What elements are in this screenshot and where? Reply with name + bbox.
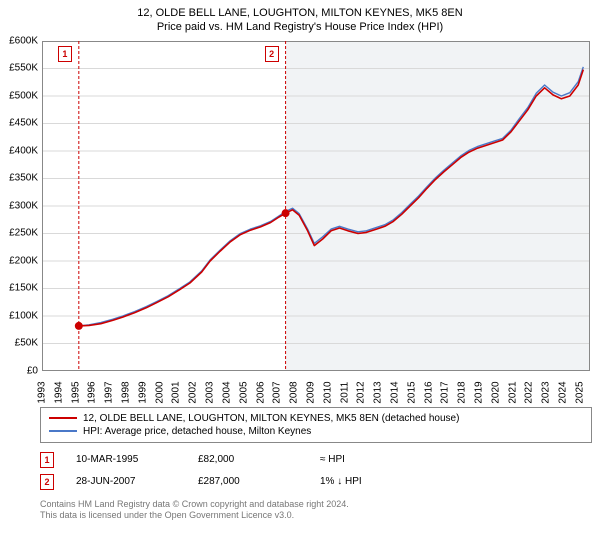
callout-price-1: £82,000 [198, 454, 298, 465]
x-tick-label: 1998 [121, 381, 132, 403]
chart-title-address: 12, OLDE BELL LANE, LOUGHTON, MILTON KEY… [0, 6, 600, 20]
x-tick-label: 2017 [440, 381, 451, 403]
x-tick-label: 2014 [390, 381, 401, 403]
y-tick-label: £200K [9, 255, 38, 266]
y-tick-label: £450K [9, 118, 38, 129]
x-tick-label: 2004 [221, 381, 232, 403]
y-tick-label: £250K [9, 228, 38, 239]
x-tick-label: 1996 [87, 381, 98, 403]
x-tick-label: 1993 [37, 381, 48, 403]
x-tick-label: 2022 [524, 381, 535, 403]
x-tick-label: 2018 [457, 381, 468, 403]
y-tick-label: £550K [9, 63, 38, 74]
x-tick-label: 2020 [490, 381, 501, 403]
x-tick-label: 2000 [154, 381, 165, 403]
x-tick-label: 2012 [356, 381, 367, 403]
y-tick-label: £150K [9, 283, 38, 294]
series-marker [75, 321, 83, 329]
x-tick-label: 2007 [272, 381, 283, 403]
x-tick-label: 2024 [558, 381, 569, 403]
footer-line-1: Contains HM Land Registry data © Crown c… [40, 499, 592, 511]
legend-label-property: 12, OLDE BELL LANE, LOUGHTON, MILTON KEY… [83, 413, 459, 424]
y-tick-label: £600K [9, 35, 38, 46]
chart-callout-marker-1: 1 [58, 46, 72, 62]
x-tick-label: 1995 [70, 381, 81, 403]
y-tick-label: £400K [9, 145, 38, 156]
x-tick-label: 2005 [238, 381, 249, 403]
callout-date-1: 10-MAR-1995 [76, 454, 176, 465]
series-marker [282, 209, 290, 217]
x-tick-label: 2009 [305, 381, 316, 403]
callout-marker-1: 1 [40, 452, 54, 468]
legend-row-hpi: HPI: Average price, detached house, Milt… [49, 425, 583, 438]
callout-note-2: 1% ↓ HPI [320, 476, 420, 487]
x-tick-label: 2001 [171, 381, 182, 403]
x-tick-label: 2003 [205, 381, 216, 403]
x-tick-label: 2023 [541, 381, 552, 403]
legend: 12, OLDE BELL LANE, LOUGHTON, MILTON KEY… [40, 407, 592, 443]
chart-plot-area: £0£50K£100K£150K£200K£250K£300K£350K£400… [42, 41, 590, 371]
x-tick-label: 2002 [188, 381, 199, 403]
x-tick-label: 2008 [289, 381, 300, 403]
y-tick-label: £100K [9, 310, 38, 321]
callout-price-2: £287,000 [198, 476, 298, 487]
callout-row-1: 1 10-MAR-1995 £82,000 ≈ HPI [40, 449, 592, 471]
chart-container: 12, OLDE BELL LANE, LOUGHTON, MILTON KEY… [0, 0, 600, 560]
x-tick-label: 1999 [137, 381, 148, 403]
chart-svg [42, 41, 590, 371]
chart-callout-marker-2: 2 [265, 46, 279, 62]
x-tick-label: 2013 [373, 381, 384, 403]
x-tick-label: 2015 [406, 381, 417, 403]
x-tick-label: 2011 [339, 381, 350, 403]
x-tick-label: 1997 [104, 381, 115, 403]
x-tick-label: 2006 [255, 381, 266, 403]
chart-subtitle: Price paid vs. HM Land Registry's House … [0, 20, 600, 34]
y-tick-label: £350K [9, 173, 38, 184]
callout-date-2: 28-JUN-2007 [76, 476, 176, 487]
x-tick-label: 2016 [423, 381, 434, 403]
callout-note-1: ≈ HPI [320, 454, 420, 465]
callout-table: 1 10-MAR-1995 £82,000 ≈ HPI 2 28-JUN-200… [40, 449, 592, 493]
legend-label-hpi: HPI: Average price, detached house, Milt… [83, 426, 311, 437]
callout-marker-2: 2 [40, 474, 54, 490]
y-tick-label: £500K [9, 90, 38, 101]
x-tick-label: 2010 [322, 381, 333, 403]
y-tick-label: £0 [27, 365, 38, 376]
y-tick-label: £300K [9, 200, 38, 211]
x-tick-label: 2025 [574, 381, 585, 403]
footer: Contains HM Land Registry data © Crown c… [40, 499, 592, 522]
x-tick-label: 2021 [507, 381, 518, 403]
legend-swatch-hpi [49, 430, 77, 432]
x-tick-label: 2019 [474, 381, 485, 403]
y-tick-label: £50K [15, 338, 38, 349]
footer-line-2: This data is licensed under the Open Gov… [40, 510, 592, 522]
legend-row-property: 12, OLDE BELL LANE, LOUGHTON, MILTON KEY… [49, 412, 583, 425]
callout-row-2: 2 28-JUN-2007 £287,000 1% ↓ HPI [40, 471, 592, 493]
legend-swatch-property [49, 417, 77, 419]
x-tick-label: 1994 [53, 381, 64, 403]
